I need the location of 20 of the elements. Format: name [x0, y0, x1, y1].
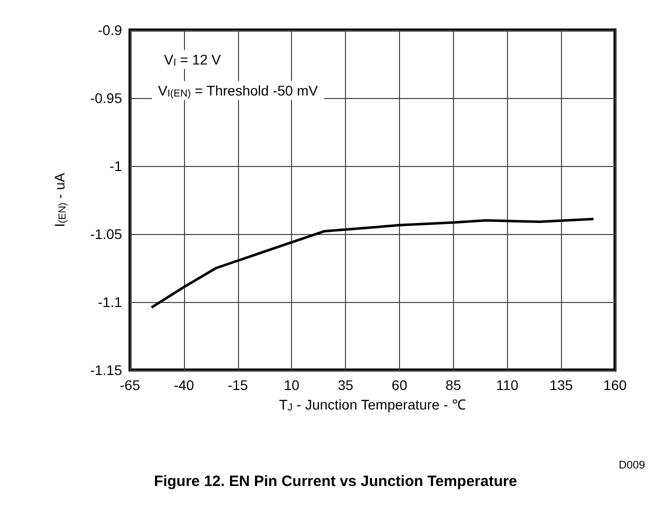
x-tick-label: 110: [496, 377, 519, 393]
y-tick-label: -1.1: [98, 294, 122, 310]
x-tick-label: 35: [338, 377, 354, 393]
x-tick-label: 60: [392, 377, 408, 393]
x-tick-label: 85: [446, 377, 462, 393]
text: D009: [618, 460, 645, 472]
text: Figure 12. EN Pin Current vs Junction Temperature: [154, 473, 518, 490]
x-tick-label: -65: [120, 377, 140, 393]
x-tick-label: 160: [603, 377, 627, 393]
y-axis-title: I(EN) - uA: [52, 172, 68, 228]
y-tick-label: -0.95: [90, 90, 122, 106]
y-tick-label: -1.05: [90, 226, 122, 242]
y-tick-label: -0.9: [98, 22, 122, 38]
y-tick-label: -1.15: [90, 362, 122, 378]
line-series: [150, 218, 595, 309]
x-tick-label: -15: [228, 377, 248, 393]
x-tick-label: 135: [549, 377, 574, 393]
x-tick-label: -40: [174, 377, 194, 393]
x-tick-label: 10: [284, 377, 300, 393]
y-tick-label: -1: [110, 158, 122, 174]
